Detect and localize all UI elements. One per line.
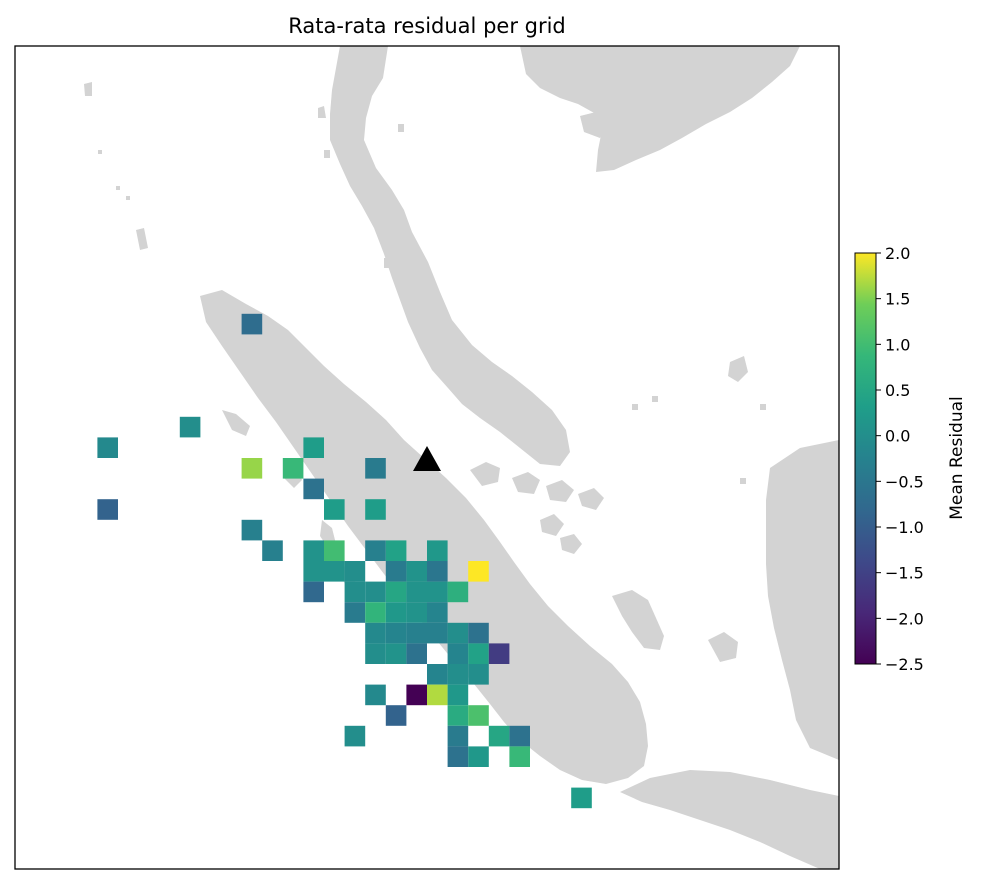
malay-peninsula [330, 46, 570, 466]
java [620, 770, 839, 869]
riau-islands [470, 462, 604, 554]
colorbar-tick-label-5: −0.5 [885, 472, 924, 491]
grid-cell-42 [468, 622, 489, 644]
grid-cell-54 [427, 684, 448, 706]
grid-cell-49 [427, 664, 448, 685]
grid-cell-37 [365, 622, 386, 644]
map-axes [15, 46, 839, 869]
grid-cell-35 [406, 602, 427, 623]
grid-cell-33 [365, 602, 386, 623]
grid-cell-63 [447, 746, 469, 767]
grid-cell-58 [468, 705, 489, 726]
grid-cell-51 [468, 664, 489, 685]
grid-cell-27 [365, 581, 386, 603]
grid-cell-18 [303, 561, 324, 582]
station-triangle-marker [413, 446, 441, 471]
grid-cell-4 [241, 458, 263, 479]
grid-cell-53 [406, 684, 427, 706]
grid-cell-29 [406, 581, 427, 603]
grid-cell-55 [447, 684, 469, 706]
grid-cell-39 [406, 622, 427, 644]
colorbar-label: Mean Residual [947, 396, 967, 520]
grid-cell-19 [324, 561, 345, 582]
grid-cell-11 [241, 519, 263, 541]
borneo [766, 440, 839, 760]
grid-cell-22 [406, 561, 427, 582]
colorbar-ticks: 2.0 1.5 1.0 0.5 0.0 −0.5 −1.0 −1.5 −2.0 −2.5 [876, 244, 924, 674]
grid-cell-57 [447, 705, 469, 726]
colorbar-tick-label-6: −1.0 [885, 518, 924, 537]
colorbar: 2.0 1.5 1.0 0.5 0.0 −0.5 −1.0 −1.5 −2.0 −2.5 Mean… [854, 244, 967, 674]
grid-cell-62 [509, 725, 530, 747]
grid-cell-7 [303, 478, 324, 500]
colorbar-tick-label-1: 1.5 [885, 290, 910, 309]
grid-cell-0 [241, 313, 263, 335]
colorbar-tick-label-7: −1.5 [885, 564, 924, 583]
grid-cell-3 [303, 437, 324, 458]
sumatra [200, 290, 648, 784]
colorbar-tick-label-4: 0.0 [885, 427, 910, 446]
grid-cell-5 [282, 458, 304, 479]
grid-cell-59 [344, 725, 366, 747]
grid-cell-15 [365, 540, 386, 561]
grid-cell-28 [385, 581, 407, 603]
grid-cell-21 [385, 561, 407, 582]
grid-cell-23 [427, 561, 448, 582]
grid-cell-43 [365, 643, 386, 664]
grid-cell-48 [488, 643, 510, 664]
grid-cell-38 [385, 622, 407, 644]
colorbar-gradient [854, 252, 877, 665]
grid-cell-6 [365, 458, 386, 479]
grid-cell-44 [385, 643, 407, 664]
grid-cell-40 [427, 622, 448, 644]
grid-cell-9 [324, 499, 345, 520]
map-title: Rata-rata residual per grid [288, 14, 566, 38]
map-frame [14, 45, 840, 870]
simeulue-island [222, 410, 250, 436]
grid-cell-20 [344, 561, 366, 582]
grid-cell-24 [468, 561, 489, 582]
grid-cell-36 [427, 602, 448, 623]
colorbar-tick-label-3: 0.5 [885, 381, 910, 400]
grid-cell-13 [303, 540, 324, 561]
bangka-island [612, 590, 664, 650]
grid-cell-34 [385, 602, 407, 623]
grid-cell-64 [468, 746, 489, 767]
grid-cell-10 [365, 499, 386, 520]
colorbar-tick-label-2: 1.0 [885, 335, 910, 354]
residual-grid-cells [97, 313, 592, 809]
grid-cell-61 [488, 725, 510, 747]
grid-cell-32 [344, 602, 366, 623]
grid-cell-31 [447, 581, 469, 603]
belitung-island [708, 632, 738, 662]
grid-cell-56 [385, 705, 407, 726]
grid-cell-30 [427, 581, 448, 603]
grid-cell-65 [509, 746, 530, 767]
grid-cell-60 [447, 725, 469, 747]
grid-cell-47 [468, 643, 489, 664]
grid-cell-26 [344, 581, 366, 603]
colorbar-tick-label-9: −2.5 [885, 655, 924, 674]
anambas-islands [728, 356, 748, 382]
grid-cell-50 [447, 664, 469, 685]
colorbar-tick-label-0: 2.0 [885, 244, 910, 263]
grid-cell-8 [97, 499, 118, 520]
indochina-coast [520, 46, 800, 172]
grid-cell-14 [324, 540, 345, 561]
gulf-island [580, 112, 610, 138]
grid-cell-1 [179, 416, 201, 438]
colorbar-tick-label-8: −2.0 [885, 609, 924, 628]
grid-cell-2 [97, 437, 118, 458]
grid-cell-41 [447, 622, 469, 644]
grid-cell-46 [447, 643, 469, 664]
grid-cell-12 [262, 540, 283, 561]
grid-cell-17 [427, 540, 448, 561]
grid-cell-25 [303, 581, 324, 603]
grid-cell-45 [406, 643, 427, 664]
grid-cell-66 [571, 787, 592, 809]
grid-cell-16 [385, 540, 407, 561]
grid-cell-52 [365, 684, 386, 706]
